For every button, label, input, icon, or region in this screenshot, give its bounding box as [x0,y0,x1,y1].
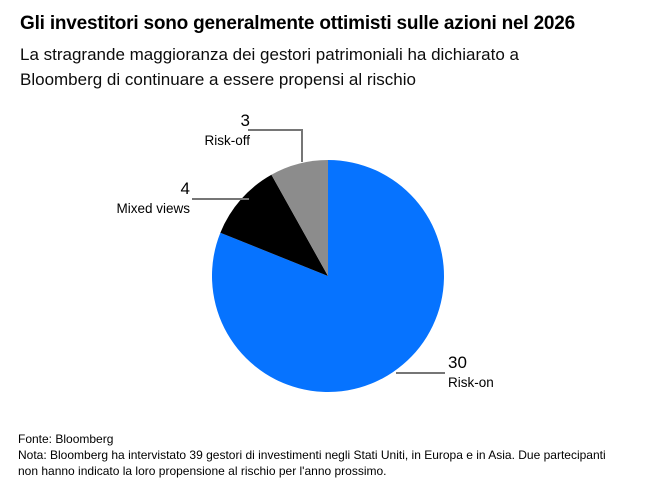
chart-subtitle-line1: La stragrande maggioranza dei gestori pa… [20,45,519,64]
leader-line-mixed-views [192,198,249,200]
chart-subtitle: La stragrande maggioranza dei gestori pa… [20,42,519,92]
leader-line-risk-on [396,372,445,374]
callout-risk-off-value: 3 [240,111,250,130]
pie-slice-mixed-views [220,174,328,276]
callout-mixed-views: 4 Mixed views [116,179,190,217]
callout-risk-on: 30 Risk-on [448,353,494,391]
callout-mixed-views-value: 4 [180,179,190,198]
callout-mixed-views-label: Mixed views [116,201,190,216]
callout-risk-off: 3 Risk-off [204,111,250,149]
chart-title: Gli investitori sono generalmente ottimi… [20,13,576,34]
pie-chart [211,160,444,392]
callout-risk-off-label: Risk-off [204,133,250,148]
pie-chart-area [211,160,444,392]
note-line2: non hanno indicato la loro propensione a… [18,464,387,478]
chart-subtitle-line2: Bloomberg di continuare a essere propens… [20,70,416,89]
callout-risk-on-value: 30 [448,353,467,372]
callout-risk-on-label: Risk-on [448,375,494,390]
chart-footer: Fonte: Bloomberg Nota: Bloomberg ha inte… [18,431,606,479]
source-text: Fonte: Bloomberg [18,432,114,446]
note-line1: Nota: Bloomberg ha intervistato 39 gesto… [18,448,606,462]
pie-slice-risk-off [271,160,328,276]
pie-slice-risk-on [211,160,444,392]
leader-line-risk-off [248,129,303,162]
